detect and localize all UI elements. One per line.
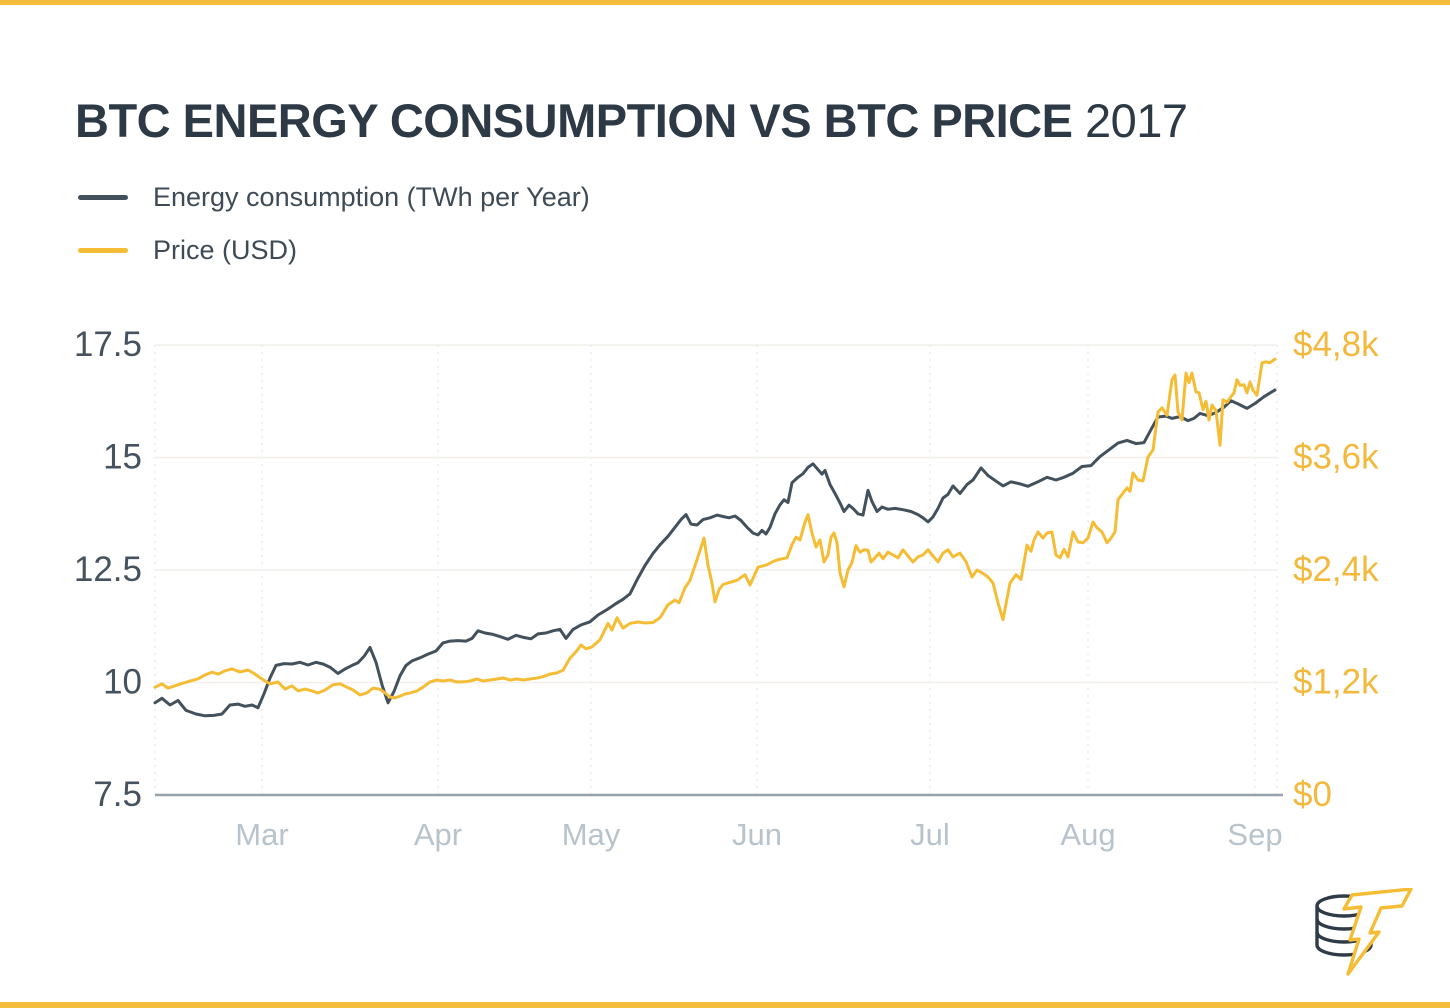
page-title: BTC ENERGY CONSUMPTION VS BTC PRICE 2017 (75, 95, 1188, 147)
bottom-accent-bar (0, 1002, 1450, 1008)
legend-label-price: Price (USD) (153, 234, 298, 265)
lightning-bolt-icon (1342, 888, 1413, 976)
x-axis-month-label: Sep (1227, 817, 1282, 852)
legend-item-energy: Energy consumption (TWh per Year) (78, 180, 590, 214)
left-axis-tick-label: 17.5 (74, 325, 142, 364)
legend-item-price: Price (USD) (78, 233, 590, 267)
coin-lightning-logo (1315, 888, 1413, 976)
top-accent-bar (0, 0, 1450, 5)
left-axis-tick-label: 12.5 (74, 550, 142, 589)
x-axis-month-label: May (562, 817, 621, 852)
x-axis-month-label: Jul (910, 817, 950, 852)
x-axis-month-label: Aug (1060, 817, 1115, 852)
x-axis-month-label: Mar (235, 817, 288, 852)
right-axis-tick-label: $3,6k (1293, 438, 1379, 477)
left-axis-tick-label: 10 (103, 663, 142, 702)
legend-label-energy: Energy consumption (TWh per Year) (153, 181, 590, 212)
right-axis-tick-label: $2,4k (1293, 550, 1379, 589)
chart-legend: Energy consumption (TWh per Year) Price … (78, 180, 590, 286)
energy-line-swatch (78, 194, 128, 200)
price-line-swatch (78, 247, 128, 253)
x-axis-month-label: Apr (414, 817, 462, 852)
right-axis-tick-label: $4,8k (1293, 325, 1379, 364)
page-title-year: 2017 (1085, 94, 1188, 148)
left-axis-tick-label: 7.5 (93, 775, 142, 814)
page-title-main: BTC ENERGY CONSUMPTION VS BTC PRICE (75, 94, 1073, 148)
right-axis-tick-label: $0 (1293, 775, 1332, 814)
price-line (153, 357, 1277, 700)
x-axis-month-label: Jun (732, 817, 782, 852)
right-axis-tick-label: $1,2k (1293, 663, 1379, 702)
left-axis-tick-label: 15 (103, 438, 142, 477)
energy-consumption-line (153, 388, 1277, 718)
